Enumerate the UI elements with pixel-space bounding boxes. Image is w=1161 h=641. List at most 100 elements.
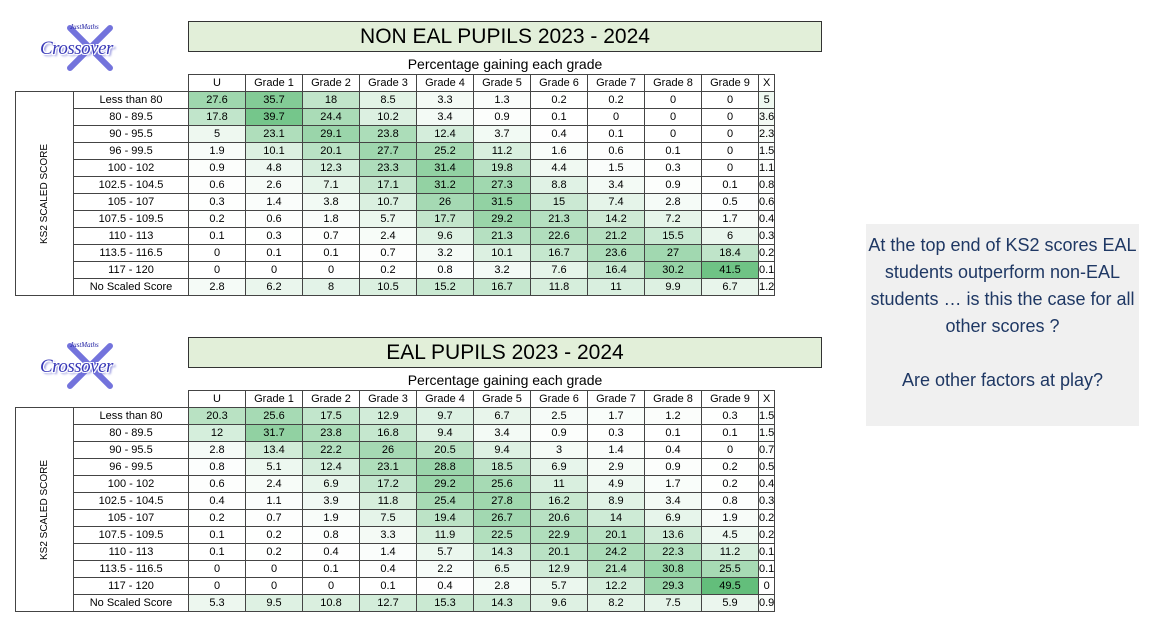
value-cell: 4.9 xyxy=(587,475,645,493)
value-cell: 0 xyxy=(701,142,759,160)
value-cell: 13.6 xyxy=(644,526,702,544)
value-cell: 5.3 xyxy=(188,594,246,612)
value-cell: 26.7 xyxy=(473,509,531,527)
value-cell: 0.1 xyxy=(188,227,246,245)
table-row: 96 - 99.5 1.9 10.1 20.1 27.7 25.2 11.2 1.6 0.6 0.… xyxy=(16,142,776,160)
table-row: KS2 SCALED SCORE Less than 80 27.6 35.7 18 8.… xyxy=(15,91,776,296)
value-cell: 16.4 xyxy=(587,261,645,279)
value-cell: 0 xyxy=(644,108,702,126)
column-header: Grade 9 xyxy=(701,390,759,408)
value-cell: 1.9 xyxy=(302,509,360,527)
value-cell: 25.6 xyxy=(245,407,303,425)
value-cell: 22.9 xyxy=(530,526,588,544)
value-cell: 1.5 xyxy=(587,159,645,177)
value-cell: 16.8 xyxy=(359,424,417,442)
value-cell: 1.7 xyxy=(644,475,702,493)
column-header: Grade 8 xyxy=(644,74,702,92)
value-cell: 2.8 xyxy=(188,278,246,296)
value-cell: 3.4 xyxy=(644,492,702,510)
value-cell: 14.2 xyxy=(587,210,645,228)
value-cell: 29.2 xyxy=(416,475,474,493)
value-cell: 0 xyxy=(757,577,776,595)
value-cell: 18.5 xyxy=(473,458,531,476)
value-cell: 27.6 xyxy=(188,91,246,109)
value-cell: 0 xyxy=(701,91,759,109)
note-question: At the top end of KS2 scores EAL student… xyxy=(868,235,1137,336)
row-label: 113.5 - 116.5 xyxy=(73,244,189,262)
value-cell: 11 xyxy=(587,278,645,296)
value-cell: 11.9 xyxy=(416,526,474,544)
logo-wordmark: Crossover xyxy=(40,356,113,377)
column-header: Grade 3 xyxy=(359,390,417,408)
value-cell: 0.9 xyxy=(188,159,246,177)
value-cell: 25.2 xyxy=(416,142,474,160)
row-label: 80 - 89.5 xyxy=(73,108,189,126)
column-header: Grade 7 xyxy=(587,390,645,408)
table-row: 105 - 107 0.3 1.4 3.8 10.7 26 31.5 15 7.4 2.8 0.5 0… xyxy=(16,193,776,211)
value-cell: 10.5 xyxy=(359,278,417,296)
value-cell: 0.2 xyxy=(188,509,246,527)
value-cell: 0 xyxy=(302,261,360,279)
value-cell: 12.3 xyxy=(302,159,360,177)
cross-x-icon xyxy=(67,25,113,71)
value-cell: 23.1 xyxy=(359,458,417,476)
row-label: 110 - 113 xyxy=(73,543,189,561)
value-cell: 0.3 xyxy=(757,492,776,510)
value-cell: 23.8 xyxy=(359,125,417,143)
value-cell: 9.6 xyxy=(530,594,588,612)
value-cell: 3.7 xyxy=(473,125,531,143)
value-cell: 12 xyxy=(188,424,246,442)
value-cell: 12.4 xyxy=(416,125,474,143)
table-row: 102.5 - 104.5 0.6 2.6 7.1 17.1 31.2 27.3 8.8 3.4… xyxy=(16,176,776,194)
column-header: Grade 7 xyxy=(587,74,645,92)
value-cell: 21.3 xyxy=(530,210,588,228)
value-cell: 0.4 xyxy=(188,492,246,510)
value-cell: 3 xyxy=(530,441,588,459)
value-cell: 19.8 xyxy=(473,159,531,177)
value-cell: 17.1 xyxy=(359,176,417,194)
value-cell: 16.7 xyxy=(473,278,531,296)
value-cell: 0.1 xyxy=(302,244,360,262)
table-row: 107.5 - 109.5 0.2 0.6 1.8 5.7 17.7 29.2 21.3 14.… xyxy=(16,210,776,228)
value-cell: 0.1 xyxy=(188,543,246,561)
value-cell: 0.4 xyxy=(757,475,776,493)
row-label: 110 - 113 xyxy=(73,227,189,245)
value-cell: 1.2 xyxy=(644,407,702,425)
value-cell: 11.2 xyxy=(473,142,531,160)
value-cell: 7.5 xyxy=(359,509,417,527)
value-cell: 17.7 xyxy=(416,210,474,228)
value-cell: 10.7 xyxy=(359,193,417,211)
value-cell: 1.1 xyxy=(757,159,776,177)
value-cell: 10.8 xyxy=(302,594,360,612)
table-row: 107.5 - 109.5 0.1 0.2 0.8 3.3 11.9 22.5 22.9 20.… xyxy=(16,526,776,544)
value-cell: 0.1 xyxy=(587,125,645,143)
value-cell: 9.4 xyxy=(473,441,531,459)
value-cell: 20.3 xyxy=(188,407,246,425)
value-cell: 0.6 xyxy=(757,193,776,211)
column-header: U xyxy=(188,390,246,408)
value-cell: 15.3 xyxy=(416,594,474,612)
value-cell: 2.4 xyxy=(245,475,303,493)
value-cell: 12.9 xyxy=(530,560,588,578)
value-cell: 0.6 xyxy=(587,142,645,160)
value-cell: 13.4 xyxy=(245,441,303,459)
value-cell: 0.7 xyxy=(245,509,303,527)
value-cell: 30.2 xyxy=(644,261,702,279)
value-cell: 3.3 xyxy=(416,91,474,109)
value-cell: 6.7 xyxy=(473,407,531,425)
value-cell: 17.5 xyxy=(302,407,360,425)
table-row: 100 - 102 0.9 4.8 12.3 23.3 31.4 19.8 4.4 1.5 0.3… xyxy=(16,159,776,177)
value-cell: 0.7 xyxy=(302,227,360,245)
row-label: 90 - 95.5 xyxy=(73,125,189,143)
value-cell: 16.7 xyxy=(530,244,588,262)
column-header: Grade 1 xyxy=(245,390,303,408)
value-cell: 20.1 xyxy=(587,526,645,544)
value-cell: 0.4 xyxy=(644,441,702,459)
value-cell: 31.7 xyxy=(245,424,303,442)
value-cell: 0.3 xyxy=(757,227,776,245)
value-cell: 0.4 xyxy=(302,543,360,561)
value-cell: 27.8 xyxy=(473,492,531,510)
value-cell: 4.8 xyxy=(245,159,303,177)
value-cell: 8.5 xyxy=(359,91,417,109)
value-cell: 1.4 xyxy=(359,543,417,561)
